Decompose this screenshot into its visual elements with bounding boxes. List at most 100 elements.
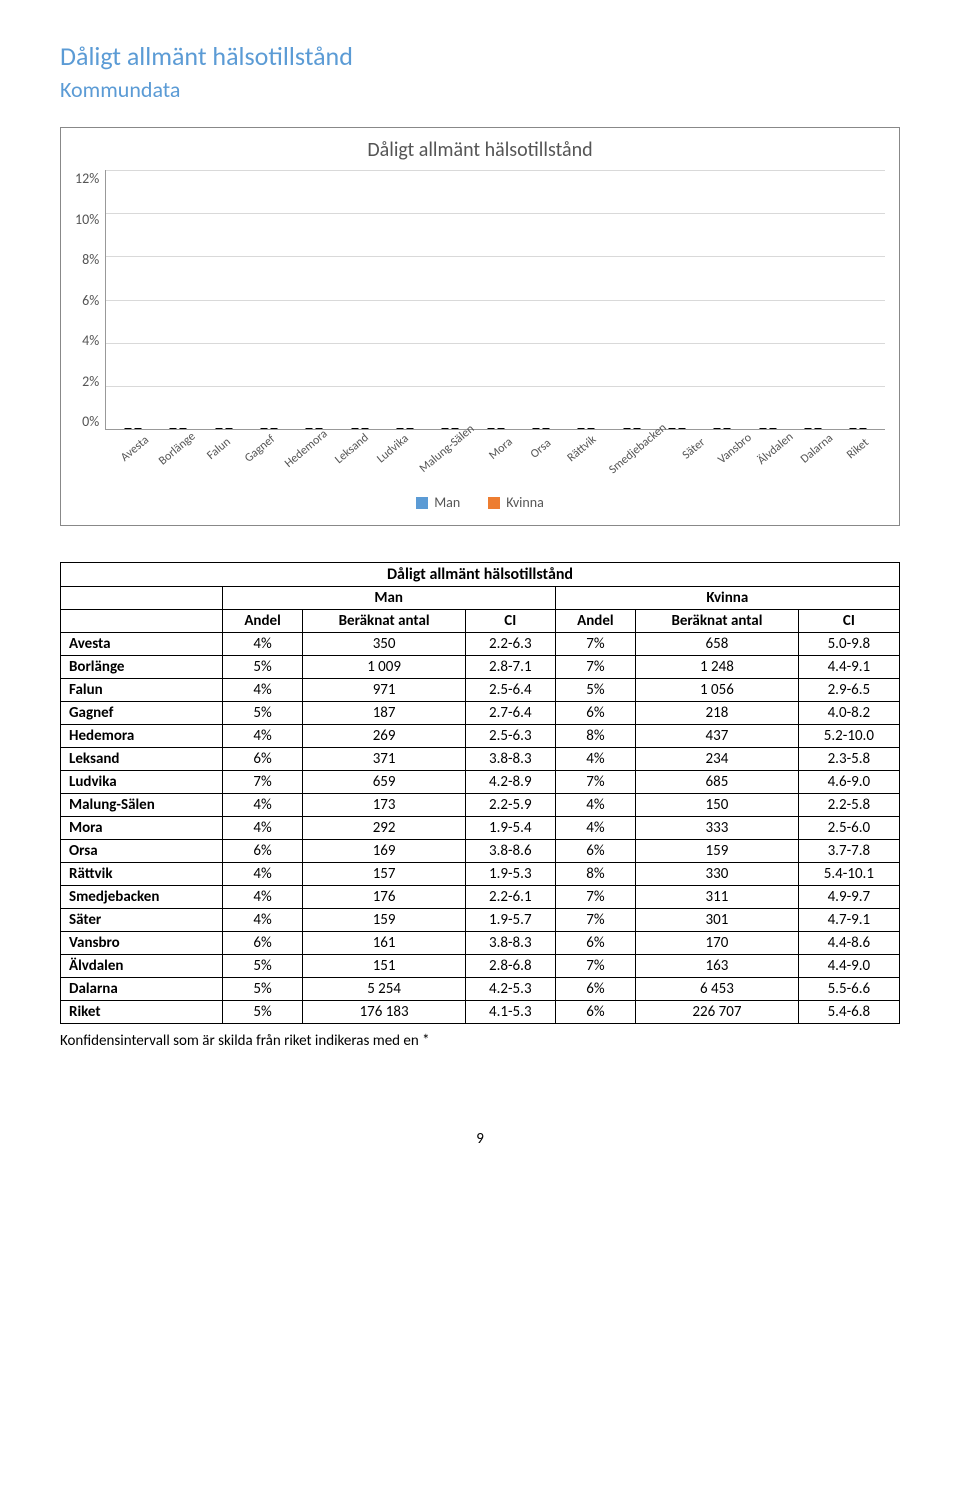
table-cell: 3.7-7.8 bbox=[798, 840, 899, 863]
table-cell: 5% bbox=[222, 1001, 303, 1024]
table-rowlabel: Säter bbox=[61, 909, 223, 932]
table-rowlabel: Dalarna bbox=[61, 978, 223, 1001]
table-cell: 6% bbox=[555, 1001, 636, 1024]
table-cell: 5.5-6.6 bbox=[798, 978, 899, 1001]
chart-plot bbox=[105, 170, 885, 430]
table-rowlabel: Ludvika bbox=[61, 771, 223, 794]
table-rowlabel: Malung-Sälen bbox=[61, 794, 223, 817]
y-tick: 6% bbox=[82, 292, 99, 309]
table-cell: 7% bbox=[222, 771, 303, 794]
table-rowlabel: Borlänge bbox=[61, 656, 223, 679]
table-cell: 2.2-5.8 bbox=[798, 794, 899, 817]
table-cell: 1.9-5.7 bbox=[465, 909, 555, 932]
table-cell: 333 bbox=[636, 817, 799, 840]
table-rowlabel: Älvdalen bbox=[61, 955, 223, 978]
table-cell: 7% bbox=[555, 656, 636, 679]
table-title: Dåligt allmänt hälsotillstånd bbox=[61, 563, 900, 587]
table-cell: 4% bbox=[222, 633, 303, 656]
table-cell: 4.0-8.2 bbox=[798, 702, 899, 725]
table-cell: 2.2-5.9 bbox=[465, 794, 555, 817]
page-number: 9 bbox=[60, 1130, 900, 1148]
data-table: Dåligt allmänt hälsotillstånd Man Kvinna… bbox=[60, 562, 900, 1024]
table-row: Älvdalen5%1512.8-6.87%1634.4-9.0 bbox=[61, 955, 900, 978]
table-cell: 4% bbox=[222, 679, 303, 702]
chart-y-axis: 12%10%8%6%4%2%0% bbox=[75, 170, 105, 430]
table-rowlabel: Vansbro bbox=[61, 932, 223, 955]
table-row: Falun4%9712.5-6.45%1 0562.9-6.5 bbox=[61, 679, 900, 702]
table-row: Rättvik4%1571.9-5.38%3305.4-10.1 bbox=[61, 863, 900, 886]
table-col-header: Beräknat antal bbox=[636, 610, 799, 633]
table-cell: 2.5-6.4 bbox=[465, 679, 555, 702]
y-tick: 0% bbox=[82, 413, 99, 430]
table-cell: 5 254 bbox=[303, 978, 466, 1001]
table-cell: 2.8-6.8 bbox=[465, 955, 555, 978]
table-row: Avesta4%3502.2-6.37%6585.0-9.8 bbox=[61, 633, 900, 656]
page-title: Dåligt allmänt hälsotillstånd bbox=[60, 40, 900, 72]
table-cell: 4.9-9.7 bbox=[798, 886, 899, 909]
y-tick: 4% bbox=[82, 332, 99, 349]
table-cell: 6% bbox=[222, 840, 303, 863]
table-cell: 6% bbox=[222, 932, 303, 955]
table-cell: 7% bbox=[555, 886, 636, 909]
table-cell: 4.7-9.1 bbox=[798, 909, 899, 932]
chart-container: Dåligt allmänt hälsotillstånd 12%10%8%6%… bbox=[60, 127, 900, 526]
table-cell: 4% bbox=[222, 817, 303, 840]
table-cell: 1.9-5.3 bbox=[465, 863, 555, 886]
table-cell: 159 bbox=[636, 840, 799, 863]
table-cell: 5% bbox=[555, 679, 636, 702]
table-cell: 4% bbox=[222, 886, 303, 909]
table-cell: 1 056 bbox=[636, 679, 799, 702]
table-cell: 157 bbox=[303, 863, 466, 886]
table-cell: 4% bbox=[222, 863, 303, 886]
table-group-man: Man bbox=[222, 587, 555, 610]
table-cell: 4% bbox=[555, 748, 636, 771]
table-row: Leksand6%3713.8-8.34%2342.3-5.8 bbox=[61, 748, 900, 771]
table-cell: 4.1-5.3 bbox=[465, 1001, 555, 1024]
table-cell: 4% bbox=[222, 794, 303, 817]
table-row: Smedjebacken4%1762.2-6.17%3114.9-9.7 bbox=[61, 886, 900, 909]
table-corner bbox=[61, 587, 223, 610]
table-row: Gagnef5%1872.7-6.46%2184.0-8.2 bbox=[61, 702, 900, 725]
table-rowlabel: Gagnef bbox=[61, 702, 223, 725]
table-cell: 163 bbox=[636, 955, 799, 978]
table-col-header: CI bbox=[798, 610, 899, 633]
table-cell: 4% bbox=[555, 794, 636, 817]
table-cell: 1 009 bbox=[303, 656, 466, 679]
table-rowlabel: Falun bbox=[61, 679, 223, 702]
table-row: Borlänge5%1 0092.8-7.17%1 2484.4-9.1 bbox=[61, 656, 900, 679]
table-cell: 5% bbox=[222, 656, 303, 679]
table-cell: 4% bbox=[555, 817, 636, 840]
table-rowlabel: Rättvik bbox=[61, 863, 223, 886]
table-rowlabel: Riket bbox=[61, 1001, 223, 1024]
table-cell: 169 bbox=[303, 840, 466, 863]
table-col-header: CI bbox=[465, 610, 555, 633]
table-cell: 659 bbox=[303, 771, 466, 794]
y-tick: 12% bbox=[75, 170, 99, 187]
table-cell: 161 bbox=[303, 932, 466, 955]
table-row: Orsa6%1693.8-8.66%1593.7-7.8 bbox=[61, 840, 900, 863]
table-cell: 8% bbox=[555, 863, 636, 886]
table-cell: 234 bbox=[636, 748, 799, 771]
table-cell: 3.8-8.3 bbox=[465, 748, 555, 771]
table-cell: 5.4-6.8 bbox=[798, 1001, 899, 1024]
table-cell: 187 bbox=[303, 702, 466, 725]
table-cell: 437 bbox=[636, 725, 799, 748]
table-rowhead-blank bbox=[61, 610, 223, 633]
table-row: Malung-Sälen4%1732.2-5.94%1502.2-5.8 bbox=[61, 794, 900, 817]
table-row: Säter4%1591.9-5.77%3014.7-9.1 bbox=[61, 909, 900, 932]
page-subtitle: Kommundata bbox=[60, 76, 900, 103]
table-cell: 971 bbox=[303, 679, 466, 702]
table-cell: 371 bbox=[303, 748, 466, 771]
table-cell: 7% bbox=[555, 909, 636, 932]
table-row: Mora4%2921.9-5.44%3332.5-6.0 bbox=[61, 817, 900, 840]
table-cell: 6 453 bbox=[636, 978, 799, 1001]
table-rowlabel: Smedjebacken bbox=[61, 886, 223, 909]
table-cell: 3.8-8.6 bbox=[465, 840, 555, 863]
table-cell: 311 bbox=[636, 886, 799, 909]
table-group-kvinna: Kvinna bbox=[555, 587, 899, 610]
table-cell: 176 183 bbox=[303, 1001, 466, 1024]
table-cell: 7% bbox=[555, 633, 636, 656]
table-cell: 1.9-5.4 bbox=[465, 817, 555, 840]
table-cell: 2.8-7.1 bbox=[465, 656, 555, 679]
table-cell: 173 bbox=[303, 794, 466, 817]
